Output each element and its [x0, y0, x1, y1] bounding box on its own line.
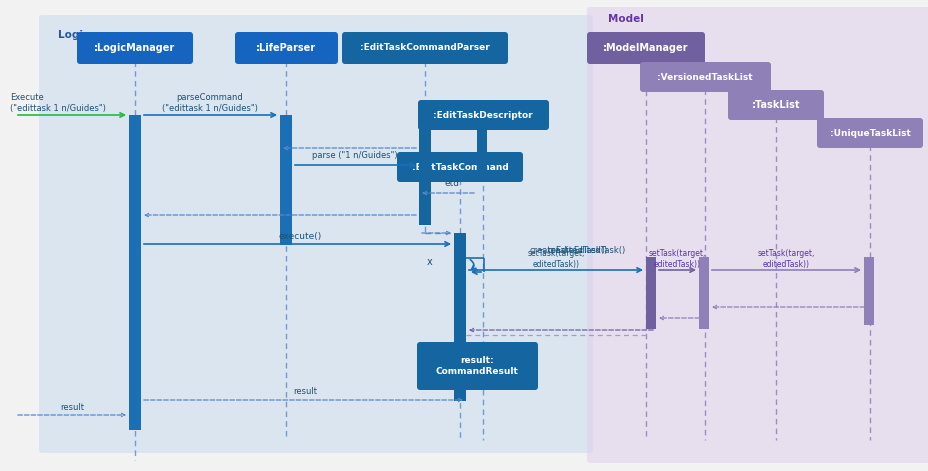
Bar: [645, 257, 655, 329]
Text: Logic: Logic: [58, 30, 89, 40]
Text: :LifeParser: :LifeParser: [255, 43, 316, 53]
Text: :VersionedTaskList: :VersionedTaskList: [656, 73, 752, 81]
FancyBboxPatch shape: [342, 32, 508, 64]
Text: :TaskList: :TaskList: [751, 100, 799, 110]
Text: setTask(target,
editedTask)): setTask(target, editedTask)): [648, 249, 705, 268]
Bar: [863, 257, 873, 325]
FancyBboxPatch shape: [728, 90, 823, 120]
Text: x: x: [427, 257, 432, 267]
FancyBboxPatch shape: [586, 32, 704, 64]
Text: createEditedTask(): createEditedTask(): [548, 246, 625, 255]
Bar: [698, 257, 708, 329]
FancyBboxPatch shape: [77, 32, 193, 64]
FancyBboxPatch shape: [396, 152, 522, 182]
Text: setTask(target,
editedTask)): setTask(target, editedTask)): [756, 249, 814, 268]
Text: :ModelManager: :ModelManager: [602, 43, 688, 53]
Bar: [279, 115, 291, 245]
Text: result: result: [292, 388, 316, 397]
Text: setTask(target,
editedTask)): setTask(target, editedTask)): [527, 249, 584, 268]
Text: :UniqueTaskList: :UniqueTaskList: [829, 129, 909, 138]
Text: etd: etd: [444, 179, 459, 188]
FancyBboxPatch shape: [39, 15, 592, 453]
Text: Model: Model: [607, 14, 643, 24]
FancyBboxPatch shape: [639, 62, 770, 92]
Text: :EditTaskDescriptor: :EditTaskDescriptor: [432, 111, 533, 120]
Text: :EditTaskCommandParser: :EditTaskCommandParser: [360, 43, 489, 52]
Bar: [476, 127, 486, 182]
Bar: [454, 233, 466, 401]
Text: result: result: [60, 404, 84, 413]
Text: parseCommand
("edittask 1 n/Guides"): parseCommand ("edittask 1 n/Guides"): [161, 93, 258, 113]
FancyBboxPatch shape: [418, 100, 548, 130]
Text: parse ("1 n/Guides"): parse ("1 n/Guides"): [312, 151, 397, 160]
Text: createEditedTask(): createEditedTask(): [530, 245, 608, 254]
FancyBboxPatch shape: [586, 7, 928, 463]
FancyBboxPatch shape: [417, 342, 537, 390]
Text: :EditTaskCommand: :EditTaskCommand: [411, 162, 508, 171]
Text: :LogicManager: :LogicManager: [95, 43, 175, 53]
Text: execute(): execute(): [278, 232, 321, 241]
Bar: [419, 115, 431, 225]
Text: Execute
("edittask 1 n/Guides"): Execute ("edittask 1 n/Guides"): [10, 93, 106, 113]
Text: result:
CommandResult: result: CommandResult: [435, 356, 518, 376]
FancyBboxPatch shape: [816, 118, 922, 148]
Bar: [129, 115, 141, 430]
FancyBboxPatch shape: [235, 32, 338, 64]
